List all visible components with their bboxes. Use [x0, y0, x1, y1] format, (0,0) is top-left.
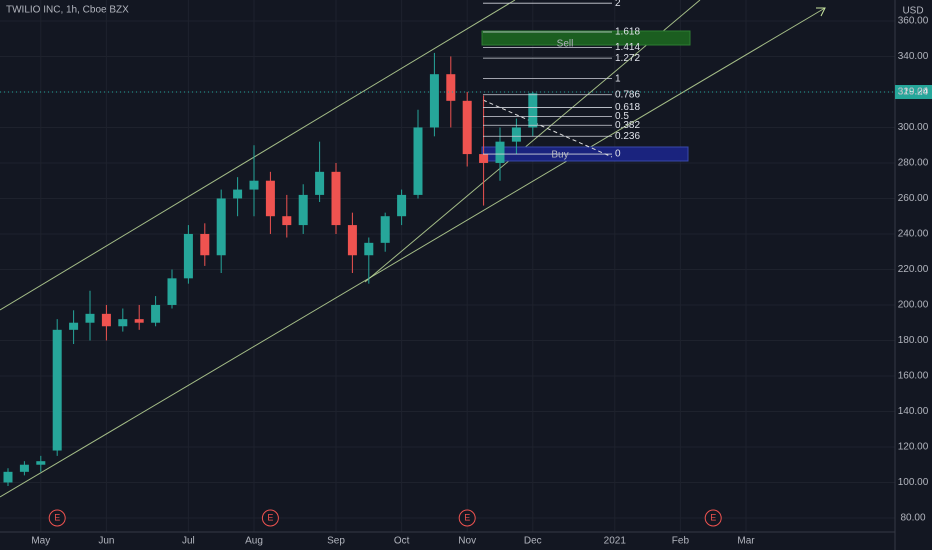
y-tick-label: 200.00 — [898, 300, 929, 311]
earnings-label: E — [710, 512, 716, 522]
earnings-label: E — [464, 512, 470, 522]
candle-body — [3, 471, 13, 483]
candle-body — [364, 242, 374, 256]
candle-body — [511, 127, 521, 142]
fib-label: 1.272 — [615, 53, 640, 64]
candle-body — [298, 194, 308, 226]
candle-body — [429, 74, 439, 128]
candle-body — [183, 233, 193, 279]
trend-line — [364, 0, 701, 283]
candle-body — [315, 171, 325, 195]
y-tick-label: 320.00 — [898, 87, 929, 98]
candle-body — [69, 322, 79, 330]
earnings-label: E — [267, 512, 273, 522]
fib-label: 0.5 — [615, 111, 629, 122]
x-tick-label: 2021 — [604, 536, 627, 547]
candle-body — [85, 313, 95, 323]
arrow-head — [816, 7, 826, 17]
candle-body — [167, 278, 177, 305]
candle-body — [233, 189, 243, 199]
candle-body — [265, 180, 275, 217]
candle-body — [479, 154, 489, 163]
candle-body — [118, 319, 128, 327]
fib-label: 0.786 — [615, 89, 640, 100]
candle-body — [347, 225, 357, 256]
y-tick-label: 120.00 — [898, 442, 929, 453]
earnings-marker — [261, 509, 279, 527]
x-tick-label: Jun — [98, 536, 114, 547]
channel-lower — [0, 7, 826, 498]
candle-body — [249, 180, 259, 190]
candle-body — [495, 141, 505, 163]
earnings-label: E — [54, 512, 60, 522]
buy-label: Buy — [551, 150, 568, 161]
fib-label: 1 — [615, 73, 621, 84]
sell-label: Sell — [557, 39, 574, 50]
candle-body — [282, 216, 292, 226]
channel-upper — [0, 0, 516, 311]
currency: USD — [902, 6, 923, 17]
candle-body — [380, 216, 390, 243]
fib-label: 1.618 — [615, 27, 640, 38]
last-price-box — [895, 85, 932, 99]
y-tick-label: 340.00 — [898, 51, 929, 62]
y-tick-label: 220.00 — [898, 264, 929, 275]
candle-body — [134, 319, 144, 323]
candle-body — [397, 194, 407, 217]
candle-body — [52, 329, 62, 451]
y-tick-label: 180.00 — [898, 335, 929, 346]
x-tick-label: Sep — [327, 536, 345, 547]
fib-label: 0.618 — [615, 102, 640, 113]
sell-box — [481, 30, 691, 46]
candle-body — [216, 198, 226, 256]
candle-body — [19, 464, 29, 472]
earnings-marker — [48, 509, 66, 527]
candle-body — [462, 100, 472, 155]
y-tick-label: 280.00 — [898, 158, 929, 169]
y-tick-label: 160.00 — [898, 371, 929, 382]
last-price-label: 319.24 — [898, 87, 929, 98]
y-tick-label: 80.00 — [900, 513, 925, 524]
candle-body — [331, 171, 341, 226]
earnings-marker — [458, 509, 476, 527]
x-tick-label: Aug — [245, 536, 263, 547]
x-tick-label: Oct — [394, 536, 410, 547]
y-tick-label: 300.00 — [898, 122, 929, 133]
earnings-marker — [704, 509, 722, 527]
x-tick-label: Mar — [737, 536, 755, 547]
fib-label: 0.236 — [615, 131, 640, 142]
x-tick-label: Nov — [458, 536, 476, 547]
y-tick-label: 100.00 — [898, 477, 929, 488]
plot — [3, 2, 612, 487]
y-tick-label: 260.00 — [898, 193, 929, 204]
x-tick-label: Feb — [672, 536, 690, 547]
fib-label: 0 — [615, 149, 621, 160]
fib-label: 0.382 — [615, 120, 640, 131]
fib-label: 1.414 — [615, 42, 640, 53]
candle-body — [36, 461, 46, 465]
candle-body — [151, 304, 161, 323]
candle-body — [446, 74, 456, 101]
candle-body — [101, 313, 111, 327]
fib-diagonal — [482, 99, 613, 158]
y-tick-label: 360.00 — [898, 16, 929, 27]
candle-body — [200, 233, 210, 256]
candle-body — [413, 127, 423, 195]
chart-title: TWILIO INC, 1h, Cboe BZX — [6, 5, 129, 16]
x-tick-label: Dec — [524, 536, 542, 547]
x-tick-label: May — [31, 536, 50, 547]
x-tick-label: Jul — [182, 536, 195, 547]
y-tick-label: 140.00 — [898, 406, 929, 417]
y-tick-label: 240.00 — [898, 229, 929, 240]
fib-label: 2 — [615, 0, 621, 9]
candle-body — [528, 93, 538, 128]
